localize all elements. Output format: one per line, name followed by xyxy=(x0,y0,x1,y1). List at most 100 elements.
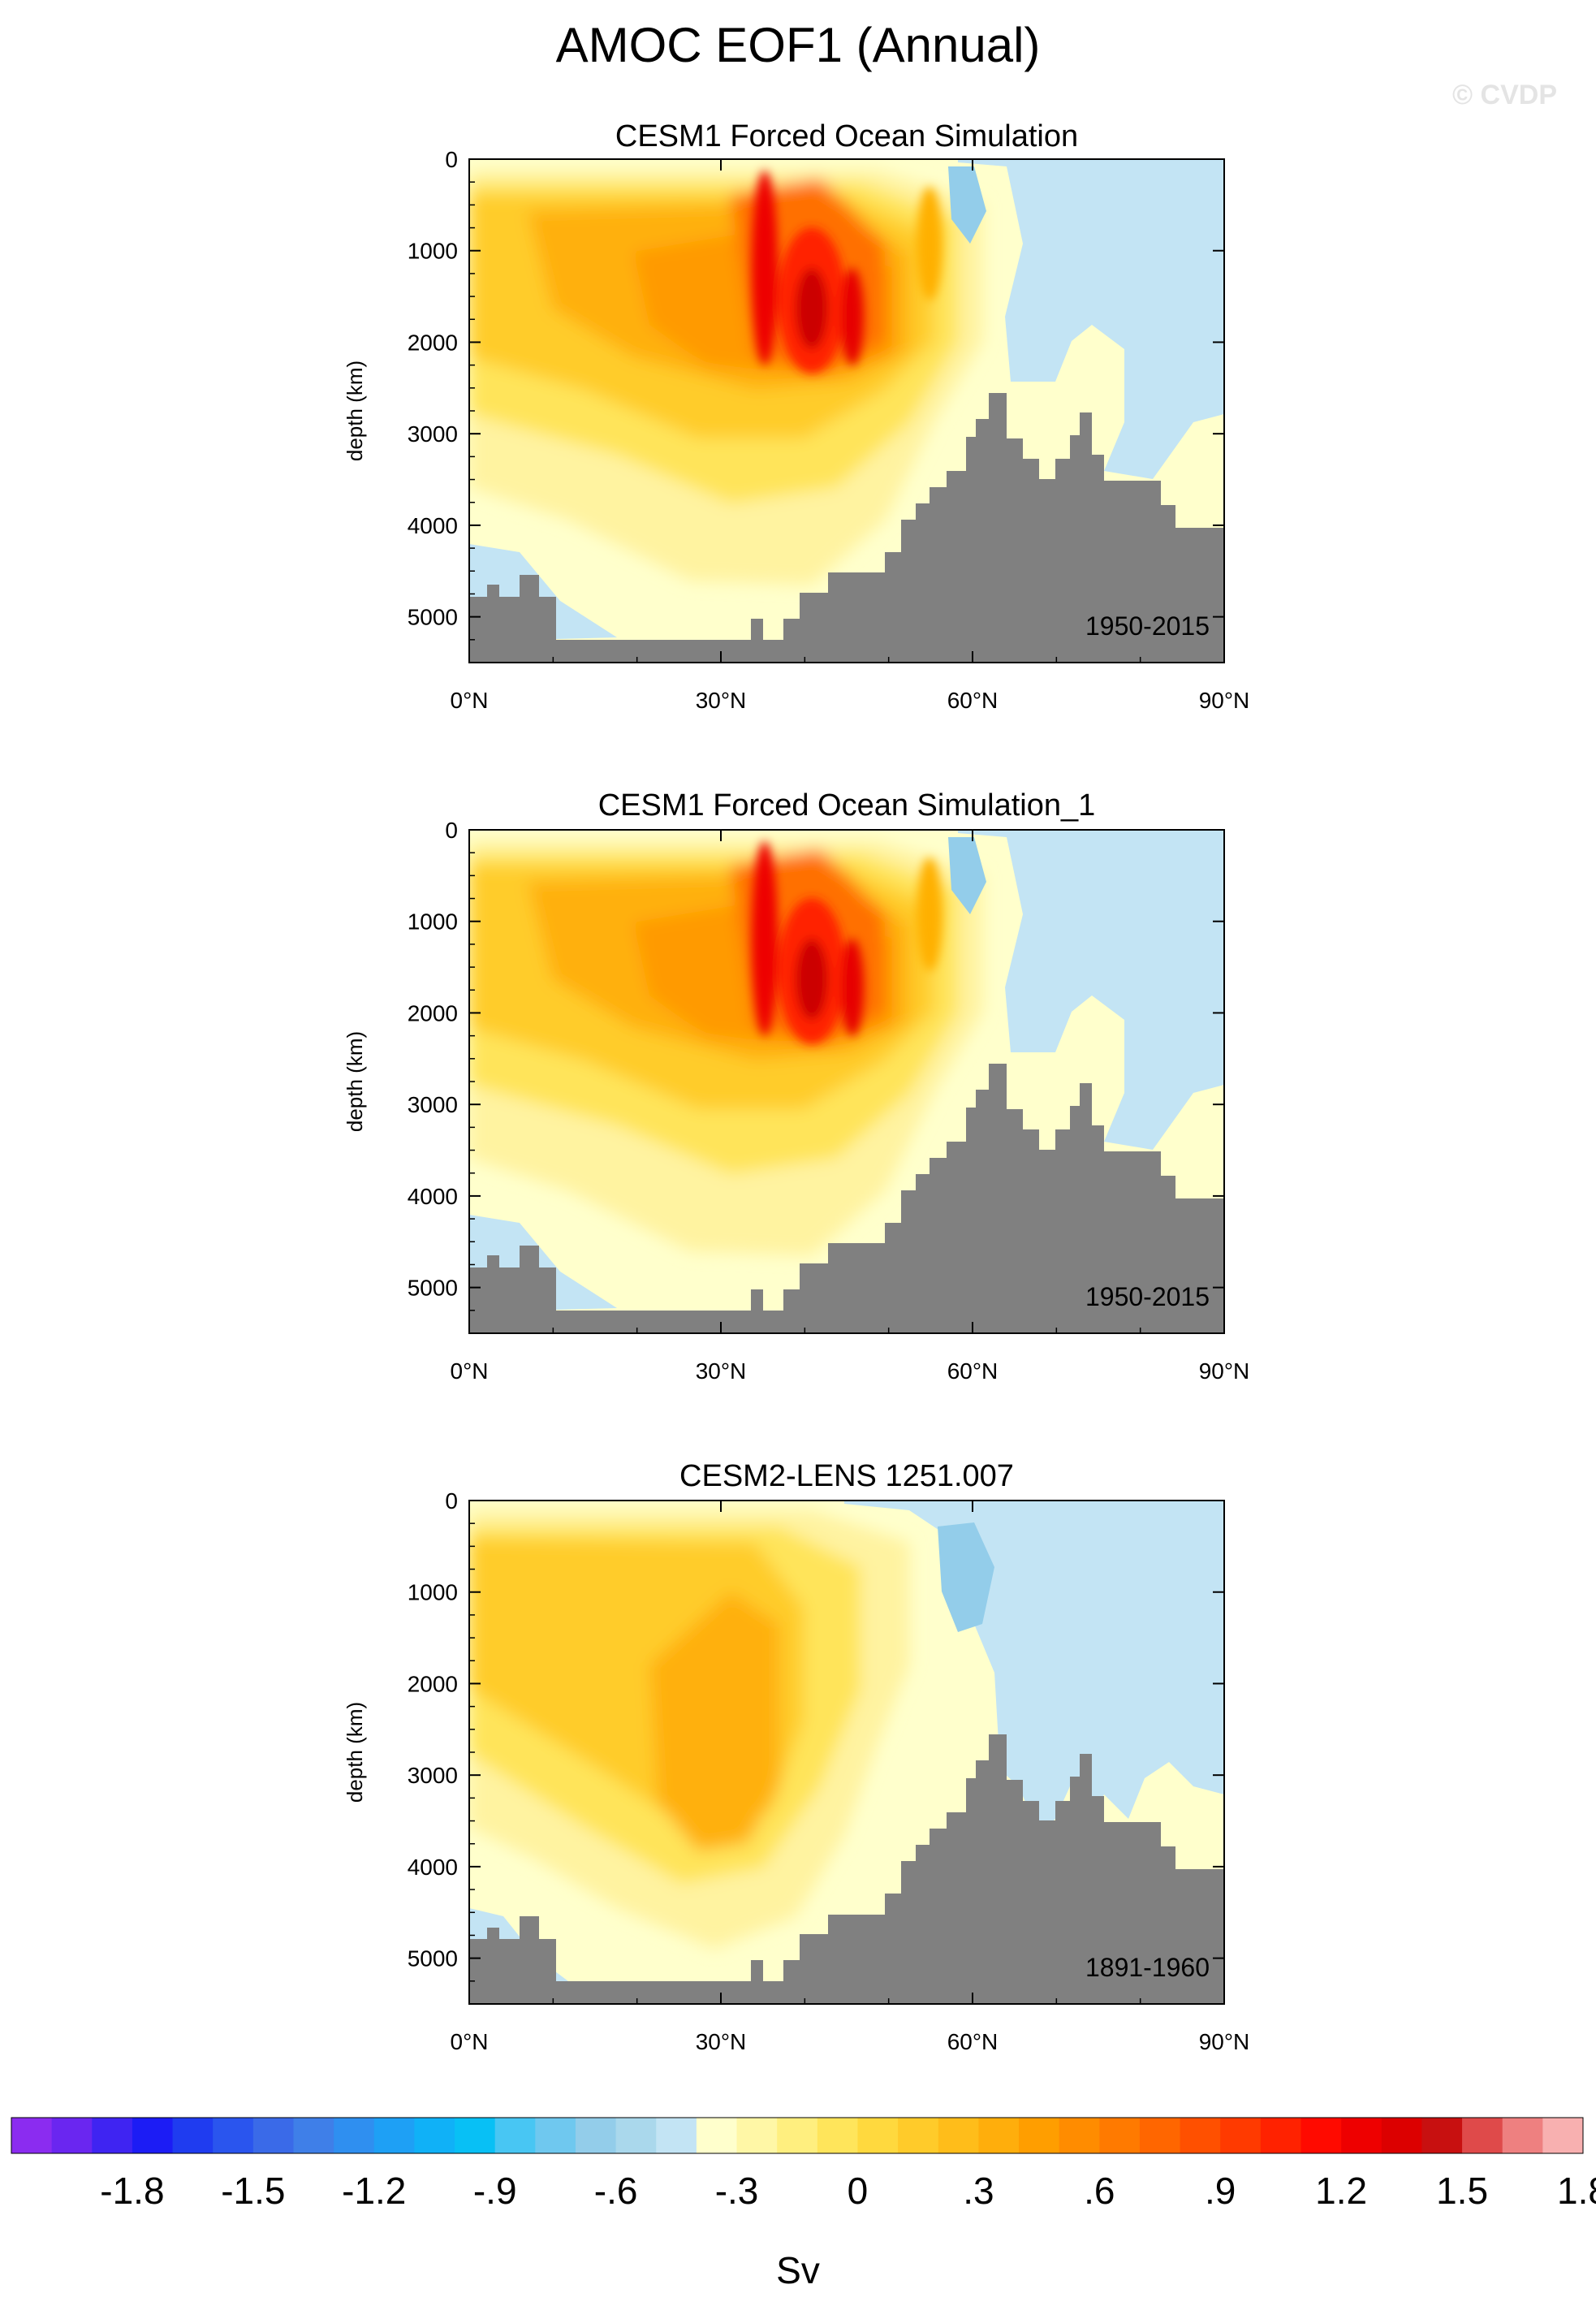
colorbar-tick-label: 1.2 xyxy=(1315,2170,1367,2212)
panel-2: CESM1 Forced Ocean Simulation_1 xyxy=(343,788,1249,1384)
colorbar-tick-label: 0 xyxy=(848,2170,869,2212)
colorbar-box xyxy=(213,2118,254,2153)
x-tick-label: 90°N xyxy=(1199,2029,1250,2054)
panel-3-contour-orange xyxy=(649,1591,779,1851)
colorbar-box xyxy=(1059,2118,1100,2153)
y-tick-label: 0 xyxy=(445,1488,458,1514)
x-tick-label: 30°N xyxy=(696,2029,747,2054)
panel-2-negative-blue xyxy=(948,837,986,914)
panel-3-ticks: 0 1000 2000 3000 4000 5000 0°N 30°N 60°N 90°N xyxy=(408,1488,1250,2054)
colorbar-box xyxy=(172,2118,214,2153)
panel-1-negative-blue xyxy=(948,166,986,244)
x-tick-label: 60°N xyxy=(947,688,999,713)
watermark: © CVDP xyxy=(1452,80,1557,110)
colorbar-box xyxy=(1502,2118,1543,2153)
colorbar-box xyxy=(736,2118,778,2153)
colorbar-tick-label: .9 xyxy=(1205,2170,1236,2212)
colorbar-box xyxy=(575,2118,617,2153)
colorbar-frame xyxy=(11,2117,1584,2154)
panel-2-ylabel: depth (km) xyxy=(343,1031,367,1132)
colorbar-box xyxy=(414,2118,455,2153)
colorbar-tick-label: .3 xyxy=(963,2170,994,2212)
colorbar-tick-label: -.3 xyxy=(715,2170,759,2212)
colorbar-box xyxy=(1260,2118,1302,2153)
panel-2-core-right xyxy=(841,939,864,1036)
colorbar-box xyxy=(978,2118,1020,2153)
x-tick-label: 90°N xyxy=(1199,688,1250,713)
y-tick-label: 0 xyxy=(445,818,458,843)
colorbar-box xyxy=(455,2118,496,2153)
panel-3-ylabel: depth (km) xyxy=(343,1702,367,1803)
y-tick-label: 5000 xyxy=(408,1276,458,1301)
colorbar-tick-label: -1.8 xyxy=(100,2170,164,2212)
y-tick-label: 1000 xyxy=(408,909,458,935)
panel-3-negative-region xyxy=(844,1501,1224,1835)
colorbar-box xyxy=(1301,2118,1342,2153)
panel-2-negative-region xyxy=(958,830,1224,1150)
x-tick-label: 60°N xyxy=(947,2029,999,2054)
colorbar-tick-label: -1.2 xyxy=(342,2170,406,2212)
colorbar-box xyxy=(1180,2118,1221,2153)
figure-title: AMOC EOF1 (Annual) xyxy=(556,18,1041,72)
panel-2-core-max xyxy=(796,939,828,1020)
panel-2-high-lat-band xyxy=(917,857,943,971)
y-tick-label: 5000 xyxy=(408,1946,458,1971)
colorbar-tick-label: .6 xyxy=(1084,2170,1115,2212)
panel-2-core-left xyxy=(752,841,778,1036)
panel-1-core-left xyxy=(752,171,778,365)
colorbar-tick-label: 1.8 xyxy=(1557,2170,1596,2212)
colorbar-box xyxy=(656,2118,697,2153)
x-tick-label: 0°N xyxy=(451,2029,489,2054)
panel-3-title: CESM2-LENS 1251.007 xyxy=(679,1459,1014,1493)
panel-1-negative-region xyxy=(958,159,1224,479)
y-tick-label: 1000 xyxy=(408,239,458,264)
colorbar-box xyxy=(1099,2118,1141,2153)
x-tick-label: 30°N xyxy=(696,1358,747,1384)
y-tick-label: 4000 xyxy=(408,513,458,538)
colorbar-box xyxy=(92,2118,133,2153)
colorbar-box xyxy=(1341,2118,1382,2153)
panel-2-period: 1950-2015 xyxy=(1085,1282,1210,1311)
y-tick-label: 2000 xyxy=(408,1671,458,1696)
colorbar-box xyxy=(293,2118,334,2153)
panel-3-plot xyxy=(469,1501,1224,2004)
panel-1-ylabel: depth (km) xyxy=(343,361,367,461)
y-tick-label: 4000 xyxy=(408,1184,458,1209)
colorbar-boxes xyxy=(11,2117,1584,2154)
panel-1-high-lat-band xyxy=(917,187,943,300)
colorbar-box xyxy=(11,2118,53,2153)
panel-1-title: CESM1 Forced Ocean Simulation xyxy=(615,119,1078,153)
panel-3-negative-blue xyxy=(938,1522,994,1632)
colorbar-tick-label: 1.5 xyxy=(1436,2170,1488,2212)
panel-2-bathymetry xyxy=(469,1064,1224,1333)
panel-2-plot xyxy=(469,830,1224,1333)
x-tick-label: 0°N xyxy=(451,1358,489,1384)
y-tick-label: 3000 xyxy=(408,1092,458,1117)
y-tick-label: 3000 xyxy=(408,421,458,447)
colorbar-box xyxy=(1220,2118,1262,2153)
panel-2-ticks: 0 1000 2000 3000 4000 5000 0°N 30°N 60°N 90°N xyxy=(408,818,1250,1384)
colorbar-box xyxy=(494,2118,536,2153)
x-tick-label: 90°N xyxy=(1199,1358,1250,1384)
panel-3: CESM2-LENS 1251.007 1891-1960 depth (km)… xyxy=(343,1459,1249,2054)
colorbar-box xyxy=(777,2118,818,2153)
colorbar-box xyxy=(535,2118,576,2153)
colorbar-box xyxy=(1139,2118,1181,2153)
x-tick-label: 0°N xyxy=(451,688,489,713)
y-tick-label: 5000 xyxy=(408,605,458,630)
colorbar-box xyxy=(252,2118,294,2153)
colorbar-unit-label: Sv xyxy=(776,2249,820,2291)
colorbar-box xyxy=(898,2118,939,2153)
panel-1: CESM1 Forced Ocean Simulation xyxy=(343,119,1249,713)
colorbar-box xyxy=(1421,2118,1463,2153)
colorbar-box xyxy=(696,2118,738,2153)
panel-2-title: CESM1 Forced Ocean Simulation_1 xyxy=(598,788,1096,823)
colorbar-box xyxy=(1381,2118,1422,2153)
x-tick-label: 30°N xyxy=(696,688,747,713)
colorbar-box xyxy=(51,2118,93,2153)
colorbar-box xyxy=(615,2118,657,2153)
colorbar-labels: -1.8 -1.5 -1.2 -.9 -.6 -.3 0 .3 .6 .9 1.2 1.5 1.8 xyxy=(100,2170,1596,2212)
colorbar-box xyxy=(1019,2118,1060,2153)
colorbar-tick-label: -1.5 xyxy=(221,2170,285,2212)
